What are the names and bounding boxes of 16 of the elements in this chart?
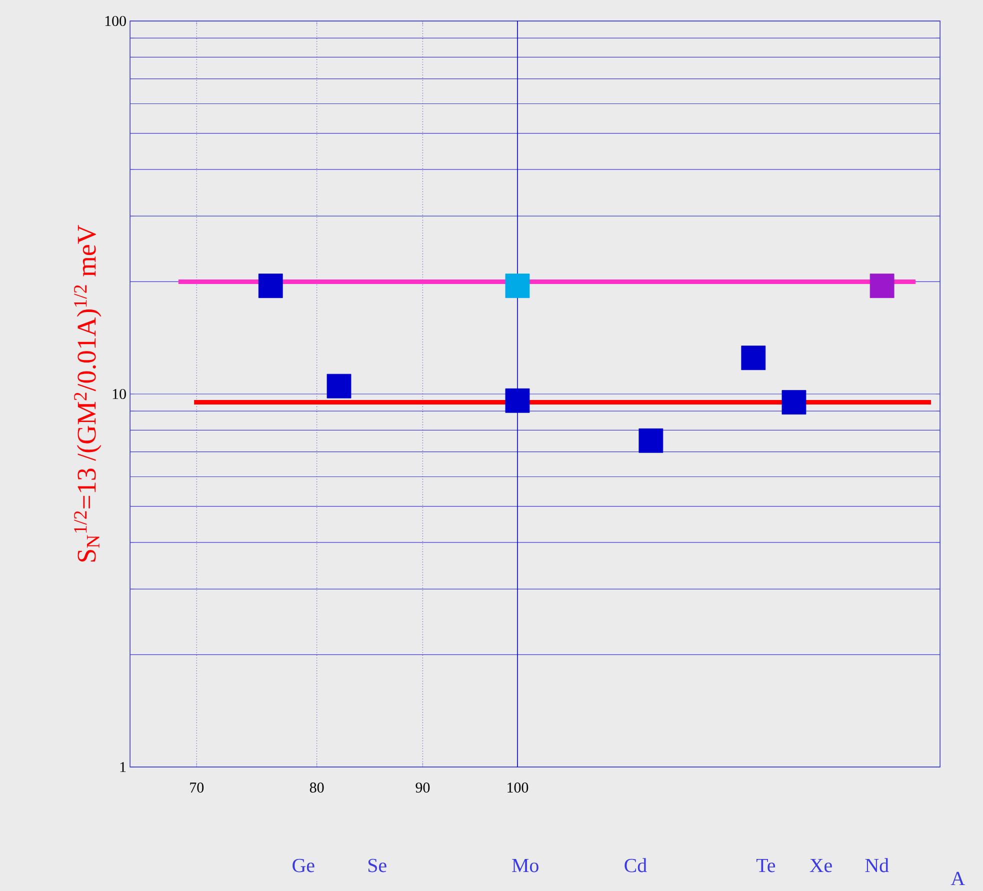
y-tick-label: 1 <box>120 762 126 772</box>
x-axis-title: A <box>950 872 965 885</box>
text: Te <box>756 858 776 872</box>
x-tick-label: 70 <box>190 782 204 793</box>
y-tick-label: 100 <box>105 16 126 26</box>
text: Nd <box>865 858 889 872</box>
y-tick-label: 10 <box>112 388 126 400</box>
text: Cd <box>624 858 647 872</box>
text: Ge <box>292 858 314 872</box>
x-tick-label: 90 <box>416 782 430 793</box>
text: Xe <box>810 858 832 872</box>
y-axis-title: S$_{N}$$^{1/2}$=13 /(GM$^{2}$/0.01A)$^{1/2}$ meV <box>74 224 102 562</box>
x-tick-label: 80 <box>310 782 324 793</box>
x-tick-label: 100 <box>508 782 528 793</box>
text: Se <box>368 858 386 872</box>
text: Mo <box>512 858 538 872</box>
